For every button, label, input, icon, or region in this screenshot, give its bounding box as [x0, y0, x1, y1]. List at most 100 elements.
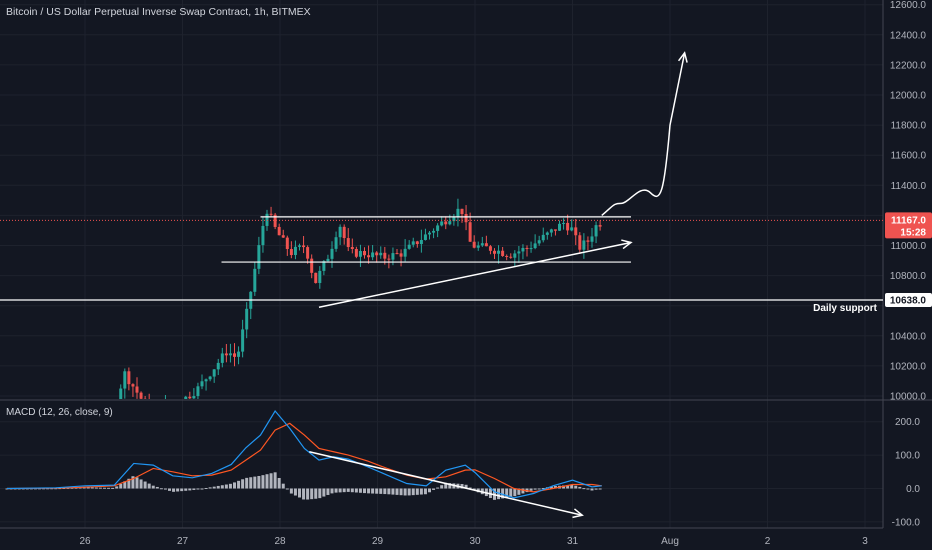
macd-histogram-bar	[497, 488, 501, 500]
macd-histogram-bar	[440, 485, 444, 489]
macd-histogram-bar	[273, 472, 277, 489]
macd-histogram-bar	[86, 487, 90, 489]
candle-body	[586, 240, 590, 242]
candle-body	[407, 244, 411, 249]
candle-body	[228, 353, 232, 356]
candle-body	[367, 255, 371, 258]
candle-body	[537, 240, 541, 244]
candle-body	[200, 381, 204, 387]
macd-histogram-bar	[285, 488, 289, 490]
candle-body	[322, 261, 326, 271]
macd-histogram-bar	[224, 484, 228, 489]
macd-histogram-bar	[338, 488, 342, 493]
macd-histogram-bar	[241, 479, 245, 489]
price-axis[interactable]: 12600.0 12400.0 12200.0 12000.0 11800.0 11600…	[885, 0, 932, 403]
projection-arrowhead	[677, 51, 688, 63]
candle-body	[566, 222, 570, 231]
macd-histogram-bar	[115, 486, 119, 489]
price-tick-label: 10200.0	[890, 361, 927, 372]
candle-body	[391, 253, 395, 260]
macd-histogram-bar	[566, 485, 570, 489]
candle-body	[452, 217, 456, 222]
candle-body	[553, 229, 557, 231]
macd-histogram-bar	[119, 483, 123, 489]
daily-support-label: Daily support	[813, 303, 878, 314]
macd-histogram-bar	[172, 488, 176, 492]
macd-histogram-bar	[168, 488, 171, 491]
candle-body	[127, 371, 131, 385]
time-tick-label: 28	[274, 536, 286, 547]
macd-histogram-bar	[533, 488, 537, 490]
candle-body	[318, 270, 322, 283]
price-tick-label: 11000.0	[891, 241, 927, 252]
candle-body	[241, 329, 245, 352]
macd-legend[interactable]: MACD (12, 26, close, 9)	[6, 407, 113, 418]
macd-histogram-bar	[391, 488, 395, 495]
macd-histogram-bar	[314, 488, 318, 499]
candle-body	[192, 396, 196, 399]
candle-body	[399, 253, 403, 257]
candle-body	[419, 239, 423, 245]
macd-histogram-bar	[399, 488, 403, 496]
candle-body	[558, 223, 561, 231]
macd-histogram-bar	[98, 487, 102, 489]
macd-histogram-bar	[423, 488, 427, 495]
rising-trendline	[318, 241, 632, 308]
candle-body	[505, 255, 509, 257]
macd-histogram-bar	[346, 488, 350, 492]
macd-histogram-bar	[371, 488, 375, 494]
macd-histogram-bar	[94, 487, 98, 489]
macd-histogram-bar	[237, 480, 241, 489]
macd-histogram-bar	[216, 485, 220, 489]
candle-body	[310, 258, 314, 273]
macd-histogram-bar	[5, 488, 9, 490]
candle-body	[509, 256, 513, 258]
candle-body	[432, 230, 436, 233]
macd-histogram-bar	[363, 488, 366, 494]
candle-body	[216, 362, 220, 370]
macd-histogram-bar	[322, 488, 326, 497]
macd-histogram-bar	[460, 484, 464, 489]
macd-histogram-bar	[82, 487, 86, 489]
macd-histogram-bar	[70, 487, 74, 489]
macd-histogram-bar	[553, 486, 557, 489]
candle-body	[342, 226, 346, 239]
time-axis[interactable]: 26 27 28 29 30 31 Aug 2 3	[79, 536, 868, 547]
user-drawings[interactable]	[0, 51, 883, 519]
candle-body	[436, 225, 440, 231]
macd-histogram-bar	[245, 477, 249, 489]
macd-histogram-bar	[367, 488, 371, 494]
macd-histogram-bar	[383, 488, 387, 495]
macd-histogram-bar	[432, 488, 436, 490]
macd-histogram-bar	[200, 488, 204, 490]
candle-body	[456, 208, 460, 218]
macd-histogram-bar	[78, 487, 82, 489]
macd-histogram-bar	[448, 483, 452, 489]
price-tick-label: 10000.0	[890, 392, 927, 403]
candle-body	[517, 251, 521, 254]
price-tick-label: 12000.0	[890, 91, 927, 102]
macd-histogram-bar	[342, 488, 346, 493]
candle-body	[428, 232, 431, 235]
macd-tick-label: 100.0	[895, 451, 920, 462]
candle-body	[472, 241, 476, 248]
macd-histogram-bar	[261, 475, 265, 489]
candle-body	[330, 248, 334, 259]
macd-histogram-bar	[411, 488, 415, 496]
macd-histogram-bar	[204, 487, 208, 489]
candle-body	[590, 236, 594, 242]
candle-body	[375, 252, 379, 256]
macd-axis[interactable]: 200.0 100.0 0.0 -100.0	[892, 417, 921, 528]
macd-histogram-bar	[293, 488, 297, 496]
macd-histogram-bar	[184, 488, 188, 491]
macd-histogram-bar	[127, 478, 131, 489]
candle-body	[233, 353, 236, 357]
macd-histogram-bar	[578, 486, 582, 489]
candle-body	[545, 232, 549, 235]
macd-histogram-bar	[395, 488, 399, 495]
projection-path	[601, 52, 686, 216]
candle-body	[257, 245, 261, 269]
macd-histogram-bar	[428, 488, 431, 493]
candle-body	[598, 225, 602, 227]
